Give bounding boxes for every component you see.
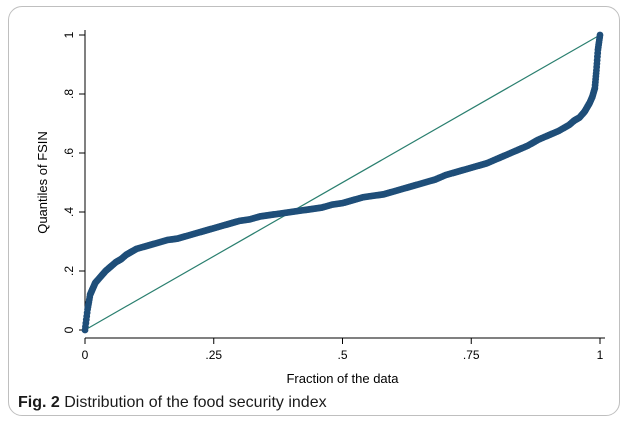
x-tick-label: .5 [337,348,347,362]
x-tick-label: .75 [463,348,480,362]
x-axis-label: Fraction of the data [286,371,399,386]
plot-axes: 0 .2 .4 .6 .8 1 0 .25 .5 .75 1 [62,30,605,362]
y-tick-label: 1 [62,31,76,38]
y-tick-label: 0 [62,326,76,333]
caption-text: Distribution of the food security index [64,394,327,411]
y-axis-label: Quantiles of FSIN [35,131,50,234]
figure-caption: Fig. 2 Distribution of the food security… [18,394,327,412]
data-point [596,31,604,39]
y-tick-label: .4 [62,207,76,217]
points-group [81,31,604,334]
reference-line [84,34,601,331]
y-tick-label: .8 [62,89,76,99]
y-tick-label: .2 [62,266,76,276]
axis-labels: Fraction of the data Quantiles of FSIN [35,131,399,386]
x-tick-label: .25 [205,348,222,362]
x-tick-label: 1 [597,348,604,362]
figure-frame [8,6,620,416]
y-tick-label: .6 [62,148,76,158]
caption-label: Fig. 2 [18,394,60,411]
reference-line-group [84,34,601,331]
x-tick-label: 0 [82,348,89,362]
